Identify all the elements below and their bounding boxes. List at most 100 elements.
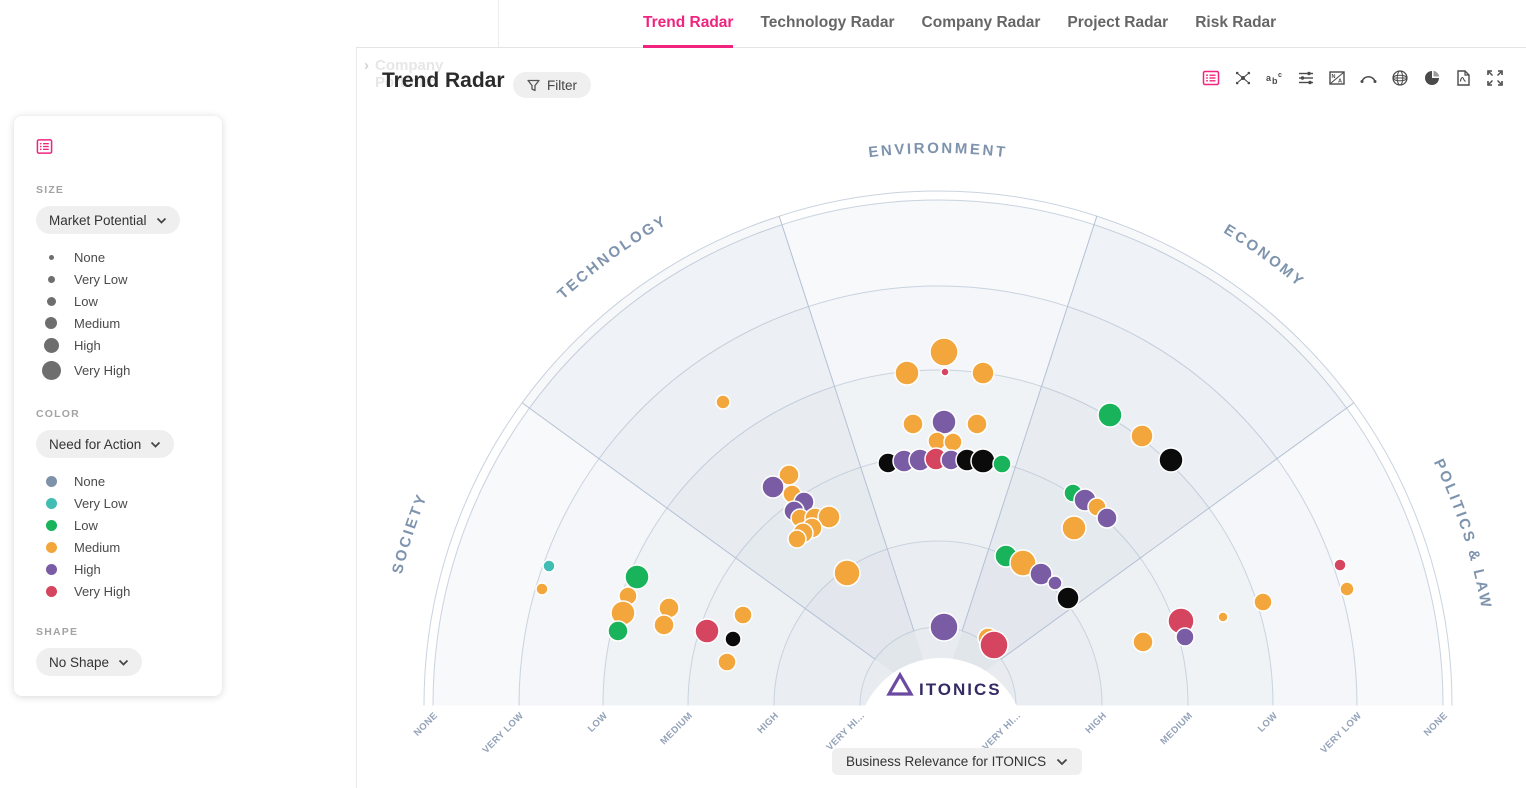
trend-bubble[interactable]: [761, 475, 785, 499]
trend-bubble[interactable]: [943, 432, 963, 452]
legend-dot-wrap: [36, 296, 66, 306]
baseline-mask: [0, 705, 1526, 788]
trend-bubble[interactable]: [1009, 549, 1037, 577]
trend-bubble[interactable]: [970, 448, 996, 474]
legend-dot: [48, 254, 54, 260]
arc-icon[interactable]: [1359, 68, 1378, 87]
color-item-none: None: [36, 470, 222, 492]
sliders-icon[interactable]: [1296, 68, 1315, 87]
legend-item-label: Very Low: [74, 495, 128, 511]
trend-bubble[interactable]: [607, 620, 629, 642]
trend-bubble[interactable]: [715, 394, 731, 410]
trend-bubble[interactable]: [1175, 627, 1195, 647]
trend-bubble[interactable]: [1056, 586, 1080, 610]
trend-bubble[interactable]: [1097, 402, 1123, 428]
trend-bubble[interactable]: [624, 564, 650, 590]
trend-bubble[interactable]: [929, 612, 959, 642]
trend-bubble[interactable]: [535, 582, 549, 596]
sector-divider: [778, 216, 915, 631]
legend-dot: [46, 296, 56, 306]
trend-bubble[interactable]: [1217, 611, 1229, 623]
itonics-logo-text: ITONICS: [919, 680, 1002, 699]
tab-company-radar[interactable]: Company Radar: [921, 13, 1041, 31]
trend-bubble[interactable]: [733, 605, 753, 625]
pdf-export-icon[interactable]: [1454, 68, 1473, 87]
trend-bubble[interactable]: [966, 413, 988, 435]
radial-axis-dropdown[interactable]: Business Relevance for ITONICS: [832, 748, 1083, 775]
chevron-down-icon: [156, 217, 166, 224]
nav-item-label: Company Portfolio: [375, 57, 444, 92]
trend-bubble[interactable]: [694, 618, 720, 644]
sector-divider: [961, 216, 1098, 631]
legend-dot: [41, 361, 61, 380]
trend-bubble[interactable]: [542, 559, 556, 573]
size-item-low: Low: [36, 290, 222, 312]
sector-label-economy: ECONOMY: [1221, 221, 1308, 291]
sector-divider: [1000, 402, 1355, 660]
legend-panel: SIZE Market Potential None Very Low Low Med…: [14, 116, 222, 696]
svg-text:a: a: [1266, 73, 1272, 83]
trend-bubble[interactable]: [653, 614, 675, 636]
pie-chart-icon[interactable]: [1422, 68, 1441, 87]
size-item-high: High: [36, 334, 222, 357]
legend-item-label: High: [74, 338, 101, 353]
sector-label-society: SOCIETY: [389, 490, 431, 575]
legend-item-label: High: [74, 561, 101, 577]
svg-text:c: c: [1278, 72, 1282, 79]
legend-item-label: Medium: [74, 539, 121, 555]
trend-bubble[interactable]: [894, 360, 920, 386]
tab-trend-radar[interactable]: Trend Radar: [643, 0, 734, 48]
legend-item-label: Medium: [74, 315, 121, 331]
trend-bubble[interactable]: [931, 409, 957, 435]
trend-bubble[interactable]: [833, 559, 861, 587]
legend-dot-wrap: [36, 497, 66, 509]
tab-project-radar[interactable]: Project Radar: [1067, 13, 1169, 31]
trend-bubble[interactable]: [940, 367, 950, 377]
tab-risk-radar[interactable]: Risk Radar: [1195, 13, 1277, 31]
filter-button[interactable]: Filter: [513, 72, 591, 98]
size-dropdown[interactable]: Market Potential: [36, 206, 180, 234]
legend-dot-wrap: [36, 585, 66, 597]
nav-item-company-portfolio[interactable]: › Company Portfolio: [364, 57, 496, 92]
trend-bubble[interactable]: [1333, 558, 1347, 572]
trend-bubble[interactable]: [902, 413, 924, 435]
trend-bubble[interactable]: [787, 529, 807, 549]
trend-bubble[interactable]: [717, 652, 737, 672]
legend-item-label: None: [74, 249, 106, 265]
legend-panel-icon[interactable]: [36, 138, 53, 155]
trend-bubble[interactable]: [817, 505, 841, 529]
shape-dropdown[interactable]: No Shape: [36, 648, 143, 676]
trend-bubble[interactable]: [1096, 507, 1118, 529]
shape-section-label: SHAPE: [36, 626, 79, 638]
trend-bubble[interactable]: [929, 337, 959, 367]
legend-icon[interactable]: [1202, 68, 1221, 87]
color-dropdown[interactable]: Need for Action: [36, 430, 175, 458]
chevron-down-icon: [1056, 758, 1068, 765]
cluster-icon[interactable]: [1233, 68, 1252, 87]
trend-bubble[interactable]: [992, 454, 1012, 474]
color-item-very-low: Very Low: [36, 492, 222, 514]
trend-bubble[interactable]: [1061, 515, 1087, 541]
trend-bubble[interactable]: [1253, 592, 1273, 612]
legend-dot-wrap: [36, 541, 66, 553]
color-item-medium: Medium: [36, 536, 222, 558]
trend-bubble[interactable]: [1158, 447, 1184, 473]
funnel-icon: [527, 79, 540, 92]
trend-bubble[interactable]: [724, 630, 742, 648]
trend-bubble[interactable]: [1339, 581, 1355, 597]
fullscreen-icon[interactable]: [1485, 68, 1504, 87]
sphere-icon[interactable]: [1391, 68, 1410, 87]
trend-bubble[interactable]: [1029, 562, 1053, 586]
radial-axis-dropdown-value: Business Relevance for ITONICS: [846, 754, 1047, 769]
tab-technology-radar[interactable]: Technology Radar: [760, 13, 895, 31]
trend-bubble[interactable]: [1130, 424, 1154, 448]
trend-bubble[interactable]: [1132, 631, 1154, 653]
color-item-very-high: Very High: [36, 580, 222, 602]
trend-bubble[interactable]: [979, 630, 1009, 660]
trend-bubble[interactable]: [1047, 575, 1063, 591]
size-item-very-high: Very High: [36, 357, 222, 384]
legend-item-label: Very Low: [74, 271, 128, 287]
trend-bubble[interactable]: [971, 361, 995, 385]
